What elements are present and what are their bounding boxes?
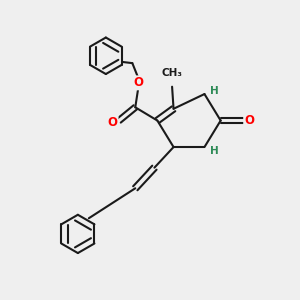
Text: O: O [108,116,118,128]
Text: H: H [209,85,218,95]
Text: O: O [133,76,143,89]
Text: O: O [244,114,254,127]
Text: CH₃: CH₃ [162,68,183,78]
Text: H: H [209,146,218,156]
